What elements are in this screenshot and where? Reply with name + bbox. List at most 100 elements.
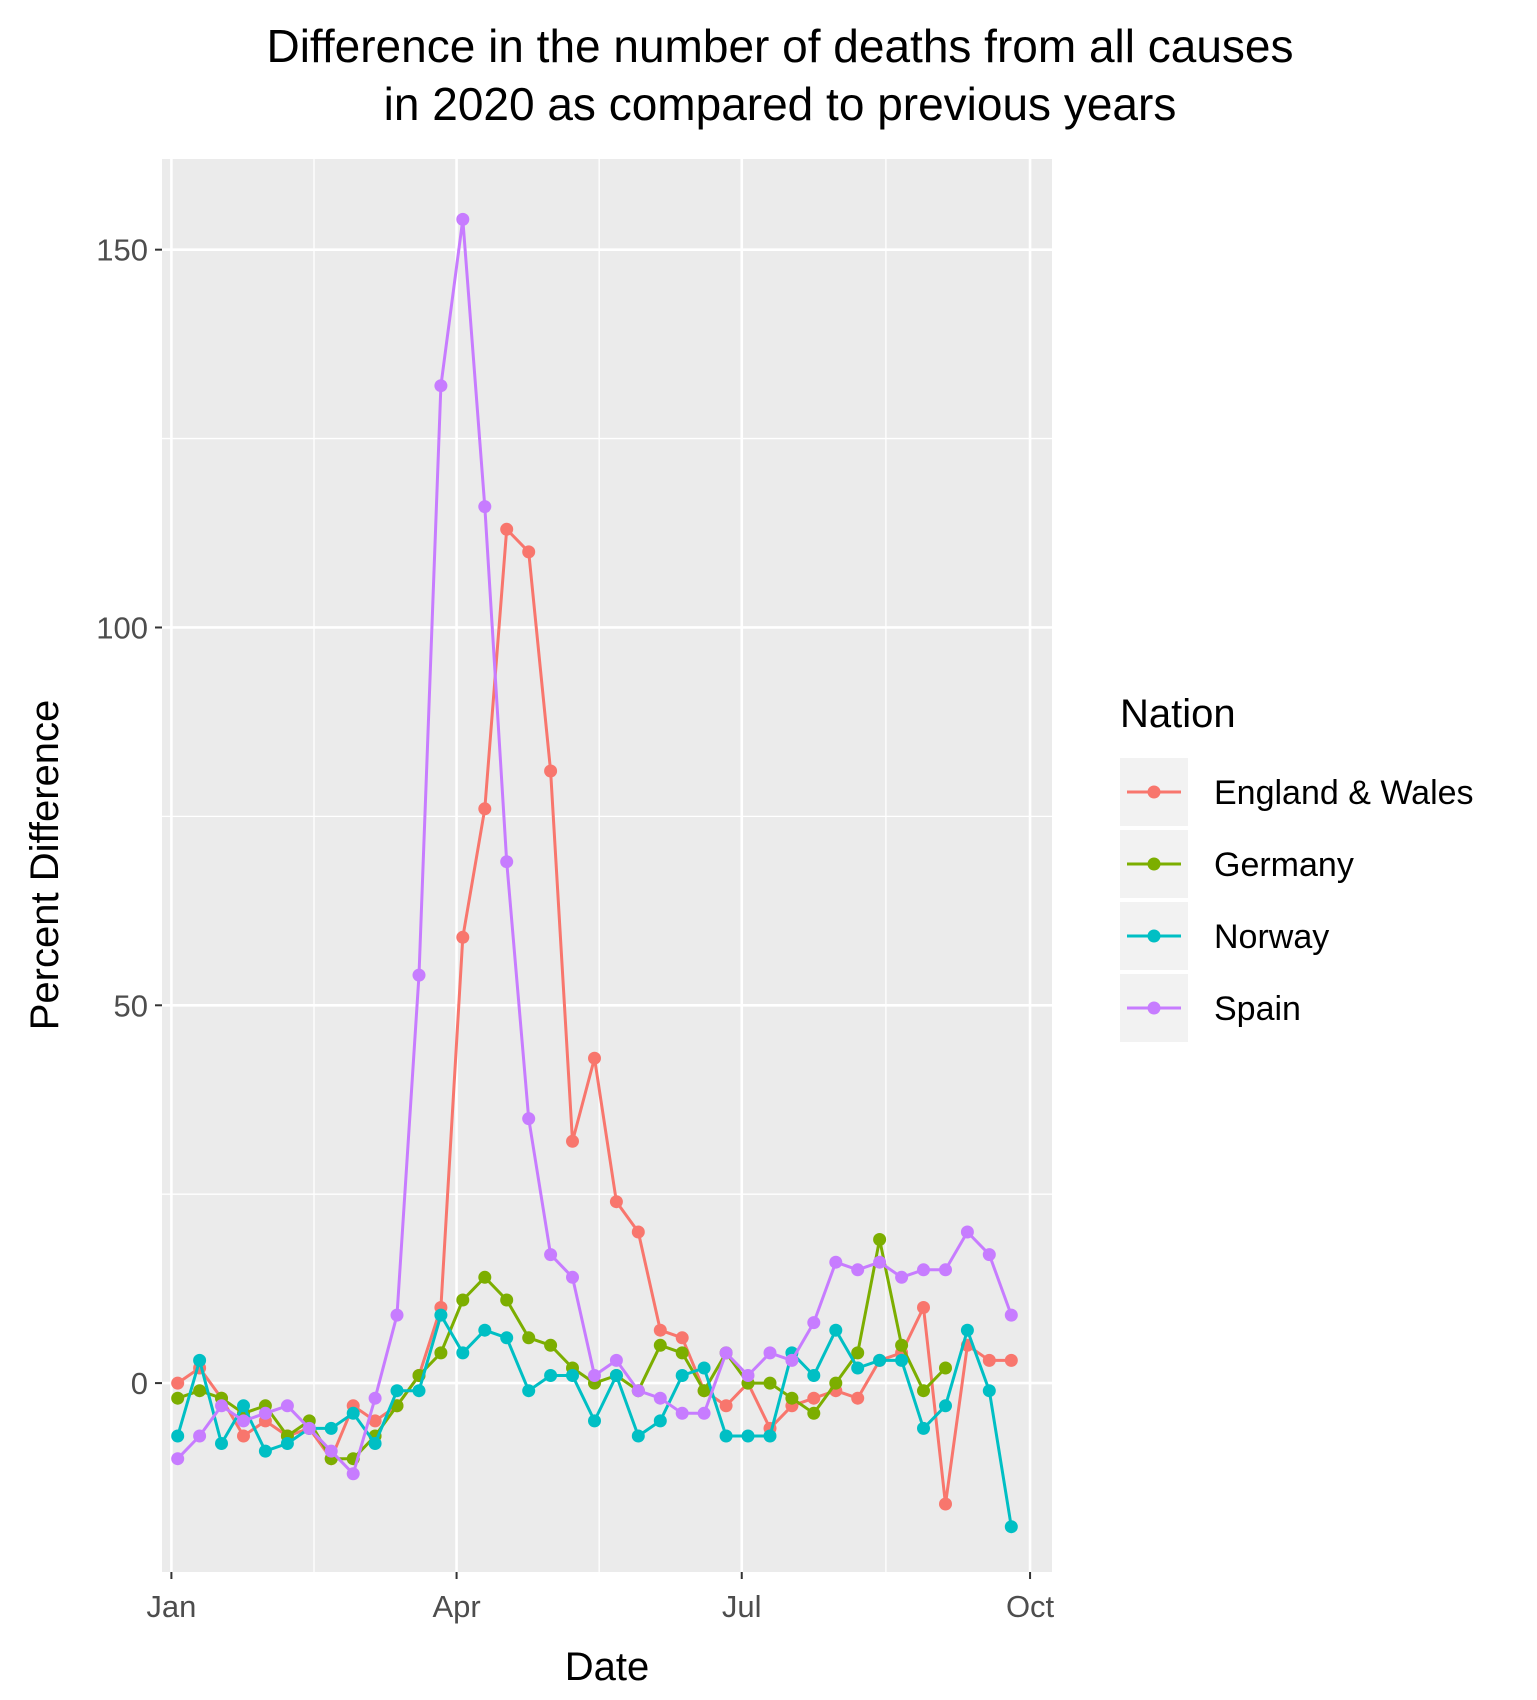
data-point	[346, 1467, 360, 1481]
legend-label: Spain	[1214, 990, 1301, 1028]
data-point	[368, 1391, 382, 1405]
data-point	[1004, 1308, 1018, 1322]
data-point	[763, 1376, 777, 1390]
data-point	[631, 1429, 645, 1443]
data-point	[895, 1338, 909, 1352]
series-norway	[171, 1308, 1018, 1534]
x-tick-label: Jul	[722, 1589, 762, 1624]
data-point	[895, 1353, 909, 1367]
data-point	[588, 1051, 601, 1065]
series-spain	[171, 212, 1018, 1481]
data-point	[522, 1331, 536, 1345]
chart-title-line-2: in 2020 as compared to previous years	[384, 78, 1177, 130]
data-point	[939, 1263, 952, 1277]
data-point	[675, 1406, 689, 1420]
data-point	[237, 1429, 250, 1443]
data-point	[873, 1233, 887, 1246]
data-point	[193, 1384, 207, 1398]
data-point	[215, 1437, 228, 1450]
data-point	[917, 1301, 930, 1314]
data-point	[895, 1270, 909, 1284]
x-axis-title: Date	[565, 1645, 650, 1689]
data-point	[609, 1195, 623, 1209]
data-point	[237, 1399, 250, 1413]
data-point	[566, 1134, 579, 1148]
data-point	[193, 1429, 207, 1443]
data-point	[302, 1421, 316, 1435]
data-point	[917, 1263, 930, 1277]
data-point	[500, 522, 514, 536]
data-point	[631, 1225, 645, 1239]
data-point	[807, 1406, 821, 1420]
data-point	[609, 1353, 623, 1367]
y-tick-label: 0	[131, 1366, 148, 1401]
data-point	[653, 1414, 667, 1428]
data-point	[939, 1361, 952, 1375]
data-point	[807, 1369, 821, 1382]
data-point	[653, 1338, 667, 1352]
legend-items: England & Wales Germany Norway Spain	[1120, 758, 1474, 1042]
data-point	[939, 1399, 952, 1413]
data-point	[653, 1391, 667, 1405]
data-point	[390, 1308, 404, 1322]
data-point	[741, 1429, 755, 1443]
data-point	[456, 212, 470, 226]
data-point	[280, 1437, 294, 1450]
data-point	[851, 1346, 865, 1360]
data-point	[763, 1429, 777, 1443]
data-point	[719, 1429, 733, 1443]
data-point	[478, 802, 492, 816]
data-point	[412, 968, 426, 982]
data-point	[960, 1225, 974, 1239]
legend-label: Germany	[1214, 846, 1354, 884]
data-point	[500, 1331, 514, 1345]
series-layer	[171, 212, 1018, 1534]
x-tick-label: Oct	[1006, 1589, 1055, 1624]
data-point	[544, 764, 558, 778]
data-point	[741, 1369, 755, 1382]
data-point	[566, 1270, 579, 1284]
data-point	[522, 545, 536, 559]
legend-key-point	[1147, 1001, 1161, 1015]
data-point	[237, 1414, 250, 1428]
data-point	[390, 1399, 404, 1413]
legend-label: England & Wales	[1214, 774, 1474, 812]
data-point	[917, 1384, 930, 1398]
x-tick-label: Apr	[432, 1589, 480, 1624]
data-point	[215, 1399, 228, 1413]
legend-item-england-wales: England & Wales	[1120, 758, 1474, 826]
data-point	[500, 1293, 514, 1307]
data-point	[829, 1323, 843, 1337]
data-point	[939, 1497, 952, 1511]
data-point	[566, 1369, 579, 1382]
data-point	[478, 1323, 492, 1337]
data-point	[544, 1369, 558, 1382]
chart-title-line-1: Difference in the number of deaths from …	[266, 20, 1293, 72]
data-point	[609, 1369, 623, 1382]
data-point	[434, 1308, 448, 1322]
legend: Nation England & Wales Germany Norway Spain	[1120, 692, 1474, 1042]
legend-label: Norway	[1214, 918, 1329, 956]
data-point	[588, 1414, 601, 1428]
chart-title: Difference in the number of deaths from …	[266, 20, 1293, 130]
data-point	[1004, 1520, 1018, 1534]
data-point	[522, 1384, 536, 1398]
data-point	[982, 1384, 996, 1398]
data-point	[829, 1376, 843, 1390]
x-tick-label: Jan	[146, 1589, 196, 1624]
legend-item-spain: Spain	[1120, 974, 1301, 1042]
data-point	[368, 1437, 382, 1450]
data-point	[171, 1452, 185, 1466]
data-point	[851, 1391, 865, 1405]
data-point	[324, 1444, 338, 1458]
data-point	[851, 1361, 865, 1375]
data-point	[960, 1323, 974, 1337]
y-tick-label: 150	[96, 233, 148, 268]
data-point	[719, 1346, 733, 1360]
data-point	[390, 1384, 404, 1398]
data-point	[478, 500, 492, 514]
data-point	[785, 1391, 799, 1405]
legend-item-norway: Norway	[1120, 902, 1329, 970]
data-point	[346, 1406, 360, 1420]
